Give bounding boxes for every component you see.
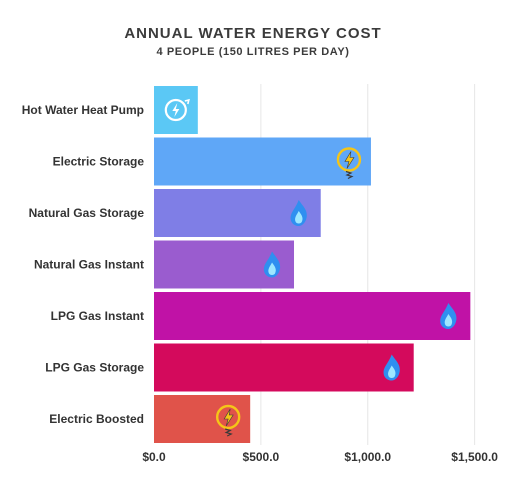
flame-icon — [383, 354, 400, 381]
category-label: LPG Gas Instant — [51, 309, 144, 323]
x-tick-label: $500.0 — [243, 450, 280, 464]
category-label: Hot Water Heat Pump — [22, 103, 144, 117]
flame-icon — [440, 303, 457, 329]
flame-icon — [263, 251, 281, 278]
category-label: Natural Gas Instant — [34, 258, 144, 272]
bar — [154, 395, 251, 443]
chart-subtitle: 4 PEOPLE (150 LITRES PER DAY) — [156, 46, 350, 58]
heat-pump-icon — [164, 98, 190, 122]
bar — [154, 292, 471, 340]
bar — [154, 343, 414, 392]
lightning-icon — [336, 147, 362, 180]
flame-icon — [290, 200, 307, 226]
bar — [154, 137, 371, 186]
x-tick-label: $1,500.0 — [451, 450, 498, 464]
category-label: Natural Gas Storage — [29, 206, 145, 220]
lightning-icon — [215, 404, 241, 437]
x-tick-label: $0.0 — [142, 450, 166, 464]
x-tick-label: $1,000.0 — [344, 450, 391, 464]
category-label: Electric Boosted — [49, 412, 144, 426]
category-label: Electric Storage — [53, 155, 145, 169]
category-label: LPG Gas Storage — [45, 361, 144, 375]
chart-title: ANNUAL WATER ENERGY COST — [124, 25, 382, 42]
